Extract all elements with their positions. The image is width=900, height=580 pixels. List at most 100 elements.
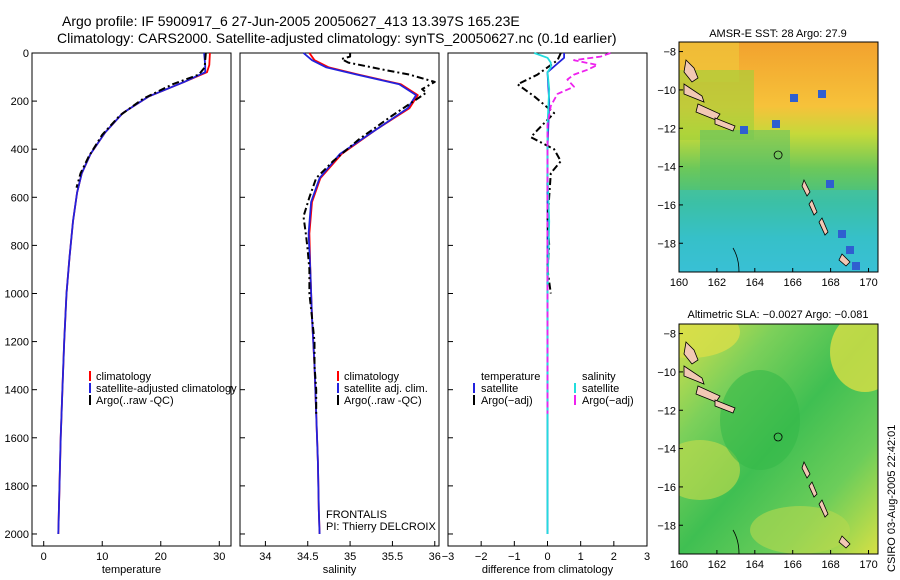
map-y-tick-label: −14 — [657, 444, 676, 456]
series-line-satellite-adjusted-climatology — [57, 52, 207, 535]
y-tick-label: 200 — [11, 96, 29, 108]
sla-float-marker — [773, 432, 783, 442]
y-tick-label: 0 — [23, 48, 29, 60]
map-x-tick-label: 160 — [670, 559, 688, 571]
x-tick-label: 2 — [611, 551, 617, 563]
x-tick-label: 0 — [544, 551, 550, 563]
x-tick-label: −3 — [442, 551, 455, 563]
legend-label-climatology: climatology — [96, 371, 152, 383]
map-y-tick-label: −16 — [657, 200, 676, 212]
sst-map-title: AMSR-E SST: 28 Argo: 27.9 — [709, 28, 847, 40]
temperature-legend: climatology satellite-adjusted climatolo… — [89, 371, 237, 407]
sst-blue-pixel — [838, 230, 846, 238]
sla-island — [818, 499, 829, 518]
sla-green-patch — [720, 370, 800, 470]
legend-label-temp-satellite: satellite — [481, 383, 518, 395]
x-tick-label: 35 — [344, 551, 356, 563]
y-tick-label: 1600 — [5, 433, 29, 445]
temperature-axes — [31, 52, 232, 547]
series-line-climatology — [57, 52, 211, 535]
map-x-tick-label: 170 — [859, 277, 877, 289]
legend-label-sal-satellite: satellite — [582, 383, 619, 395]
map-x-tick-label: 162 — [708, 277, 726, 289]
x-tick-label: 34.5 — [297, 551, 318, 563]
sst-map-axes — [678, 41, 879, 273]
sst-blue-pixel — [740, 126, 748, 134]
difference-plot: −3 −2 −1 0 1 2 3 difference from climatology — [442, 52, 650, 576]
x-axis-label: salinity — [323, 564, 357, 576]
temperature-plot: 0 10 20 30 temperature 0 200 400 600 800 1000 1200 1… — [5, 48, 226, 576]
sst-island — [683, 59, 699, 83]
y-tick-label: 1400 — [5, 385, 29, 397]
map-x-tick-label: 164 — [746, 559, 764, 571]
x-tick-label: 36 — [429, 551, 441, 563]
sla-yellow-patch — [679, 324, 740, 358]
sst-blue-pixel — [852, 262, 860, 270]
map-y-tick-label: −14 — [657, 162, 676, 174]
x-tick-label: 3 — [644, 551, 650, 563]
sst-blue-pixel — [826, 180, 834, 188]
sst-island — [808, 199, 818, 216]
map-y-tick-label: −12 — [657, 123, 676, 135]
sst-heatmap — [679, 42, 878, 272]
sst-blue-pixel — [846, 246, 854, 254]
x-tick-label: 0 — [41, 551, 47, 563]
sst-float-marker — [773, 150, 783, 160]
map-y-tick-label: −18 — [657, 520, 676, 532]
sst-island — [818, 217, 829, 236]
sla-coast — [732, 529, 740, 554]
x-tick-label: 20 — [155, 551, 167, 563]
figure-title-line1: Argo profile: IF 5900917_6 27-Jun-2005 2… — [62, 13, 520, 29]
map-y-tick-label: −8 — [663, 329, 676, 341]
x-tick-label: 1 — [578, 551, 584, 563]
x-tick-label: −1 — [508, 551, 521, 563]
legend-label-temp-argo: Argo(−adj) — [481, 395, 533, 407]
sla-map-axes — [678, 323, 879, 555]
salinity-annotation-line2: PI: Thierry DELCROIX — [326, 521, 436, 533]
map-x-tick-label: 168 — [821, 559, 839, 571]
map-x-tick-label: 166 — [784, 277, 802, 289]
sla-island — [808, 481, 818, 498]
sla-island — [801, 460, 811, 479]
sst-island — [801, 178, 811, 197]
y-tick-label: 1000 — [5, 288, 29, 300]
map-x-tick-label: 170 — [859, 559, 877, 571]
salinity-legend: climatology satellite adj. clim. Argo(..… — [337, 371, 428, 407]
sla-map-title: Altimetric SLA: −0.0027 Argo: −0.081 — [687, 309, 868, 321]
series-line-satellite-adj-clim — [302, 52, 417, 535]
series-line-temperature-argo-adj — [516, 52, 562, 294]
sla-heatmap — [679, 324, 878, 554]
series-line-argo-raw-qc — [75, 52, 207, 188]
y-tick-label: 400 — [11, 144, 29, 156]
credit-stamp: CSIRO 03-Aug-2005 22:42:01 — [886, 425, 898, 572]
x-axis-label: difference from climatology — [482, 564, 614, 576]
map-y-tick-label: −10 — [657, 367, 676, 379]
x-tick-label: −2 — [475, 551, 488, 563]
sst-blue-pixel — [790, 94, 798, 102]
series-line-climatology — [308, 52, 419, 535]
map-x-tick-label: 164 — [746, 277, 764, 289]
sst-coast — [732, 247, 740, 272]
y-tick-label: 1200 — [5, 337, 29, 349]
x-tick-label: 34 — [259, 551, 271, 563]
map-x-tick-label: 168 — [821, 277, 839, 289]
sla-map-ticks: 160 162 164 166 168 170 −8 −10 −12 −14 −16 −18 — [657, 329, 877, 571]
sla-island — [714, 399, 736, 414]
sla-yellow-patch — [830, 324, 878, 392]
map-y-tick-label: −8 — [663, 47, 676, 59]
salinity-plot: 34 34.5 35 35.5 36 salinity — [240, 52, 441, 576]
map-y-tick-label: −18 — [657, 238, 676, 250]
series-line-salinity-argo-adj — [546, 52, 611, 414]
difference-legend: temperature satellite Argo(−adj) salinit… — [473, 371, 634, 407]
sla-island — [838, 535, 851, 549]
series-line-argo-raw-qc — [302, 53, 436, 414]
y-tick-label: 600 — [11, 192, 29, 204]
legend-label-satellite-adjusted: satellite-adjusted climatology — [96, 383, 237, 395]
sst-blue-pixel — [818, 90, 826, 98]
sst-map-ticks: 160 162 164 166 168 170 −8 −10 −12 −14 −16 −18 — [657, 47, 877, 289]
sla-yellow-patch — [750, 506, 850, 554]
legend-label-climatology: climatology — [344, 371, 400, 383]
map-y-tick-label: −12 — [657, 405, 676, 417]
y-tick-label: 1800 — [5, 481, 29, 493]
